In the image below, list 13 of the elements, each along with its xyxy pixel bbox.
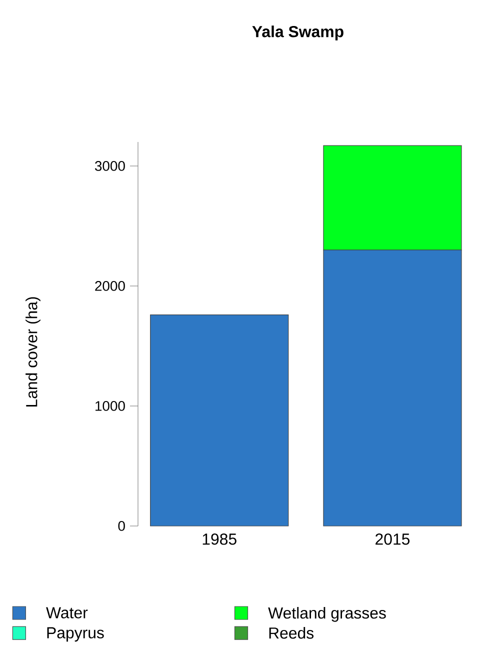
- y-tick-label: 2000: [95, 281, 125, 291]
- y-tick-label: 3000: [94, 161, 125, 171]
- legend-label: Wetland grasses: [268, 606, 386, 622]
- chart-title: Yala Swamp: [252, 26, 344, 40]
- y-axis-title: Land cover (ha): [26, 297, 40, 406]
- legend-label: Papyrus: [47, 627, 104, 642]
- x-tick-label: 2015: [376, 534, 410, 545]
- y-tick-label: 1000: [96, 401, 125, 411]
- legend-label: Water: [46, 607, 88, 618]
- y-tick-label: 0: [118, 521, 125, 531]
- bar: [150, 314, 289, 526]
- legend-label: Reeds: [269, 627, 314, 639]
- x-tick-label: 1985: [202, 534, 236, 545]
